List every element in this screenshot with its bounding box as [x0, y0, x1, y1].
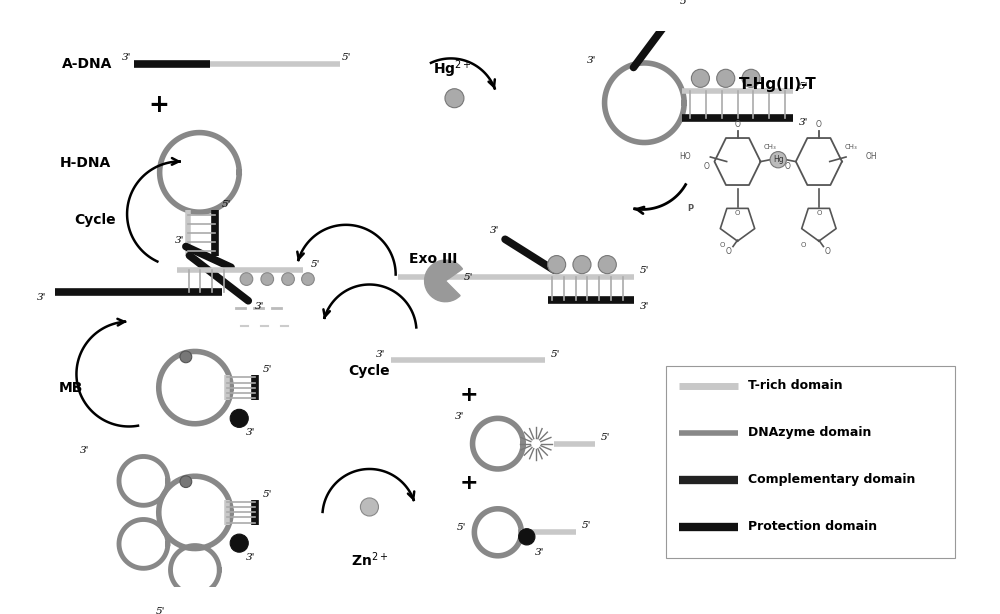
- Text: DNAzyme domain: DNAzyme domain: [748, 426, 872, 439]
- Text: Cycle: Cycle: [349, 364, 390, 378]
- Text: 3': 3': [246, 429, 256, 437]
- Circle shape: [598, 255, 616, 274]
- Text: 5': 5': [640, 266, 649, 276]
- Text: 5': 5': [799, 82, 808, 91]
- Circle shape: [230, 410, 248, 427]
- Circle shape: [230, 534, 248, 552]
- Text: +: +: [460, 473, 478, 492]
- Text: Zn$^{2+}$: Zn$^{2+}$: [351, 550, 388, 569]
- Text: Hg$^{2+}$: Hg$^{2+}$: [433, 58, 472, 80]
- Text: O: O: [719, 242, 725, 248]
- Text: CH₃: CH₃: [845, 144, 857, 150]
- Text: 5': 5': [263, 490, 272, 499]
- Text: O: O: [816, 120, 822, 129]
- Text: CH₃: CH₃: [763, 144, 776, 150]
- Text: O: O: [735, 120, 740, 129]
- Circle shape: [573, 255, 591, 274]
- Text: 3': 3': [122, 53, 132, 62]
- Circle shape: [445, 89, 464, 107]
- Text: 3': 3': [535, 548, 544, 557]
- Circle shape: [180, 476, 192, 488]
- Circle shape: [691, 69, 709, 87]
- Text: 3': 3': [80, 446, 89, 456]
- Text: 3': 3': [640, 301, 649, 311]
- Text: 5': 5': [263, 365, 272, 374]
- Text: OH: OH: [866, 152, 878, 161]
- Text: 5': 5': [601, 433, 610, 442]
- Text: A-DNA: A-DNA: [62, 57, 112, 71]
- Circle shape: [360, 498, 378, 516]
- Text: 3': 3': [455, 412, 465, 421]
- Circle shape: [548, 255, 566, 274]
- Text: P: P: [687, 204, 694, 213]
- Circle shape: [742, 69, 760, 87]
- Text: HO: HO: [679, 152, 690, 161]
- Text: 5': 5': [464, 273, 474, 282]
- Circle shape: [282, 273, 294, 286]
- Text: Protection domain: Protection domain: [748, 521, 877, 534]
- Text: O: O: [825, 247, 831, 257]
- Text: MB: MB: [59, 381, 83, 395]
- Text: O: O: [801, 242, 806, 248]
- Circle shape: [717, 69, 735, 87]
- Text: 5': 5': [310, 260, 320, 269]
- Text: 3': 3': [489, 226, 499, 235]
- Text: 3': 3': [175, 236, 184, 245]
- Text: Hg: Hg: [773, 155, 784, 164]
- Text: H-DNA: H-DNA: [59, 157, 111, 170]
- Circle shape: [770, 152, 786, 168]
- Wedge shape: [425, 260, 462, 301]
- Text: O: O: [703, 162, 709, 171]
- Text: 3': 3': [255, 301, 265, 311]
- Text: O: O: [785, 162, 790, 171]
- Text: +: +: [460, 385, 478, 405]
- Text: O: O: [816, 210, 822, 216]
- Text: T-Hg(II)-T: T-Hg(II)-T: [739, 77, 817, 92]
- Circle shape: [261, 273, 274, 286]
- Text: O: O: [726, 247, 731, 257]
- Text: Complementary domain: Complementary domain: [748, 473, 916, 486]
- Text: Cycle: Cycle: [75, 213, 116, 227]
- Text: 5': 5': [679, 0, 689, 6]
- Text: 5': 5': [342, 53, 352, 62]
- Text: T-rich domain: T-rich domain: [748, 379, 843, 392]
- Text: 3': 3': [246, 553, 256, 562]
- Text: +: +: [148, 93, 169, 117]
- Circle shape: [519, 529, 535, 545]
- Text: Exo III: Exo III: [409, 252, 457, 266]
- Text: 3': 3': [376, 349, 385, 359]
- Circle shape: [240, 273, 253, 286]
- Text: O: O: [735, 210, 740, 216]
- Text: 5': 5': [222, 200, 231, 209]
- Text: 3': 3': [587, 56, 597, 64]
- Circle shape: [180, 351, 192, 363]
- Text: 5': 5': [457, 523, 466, 532]
- Circle shape: [302, 273, 314, 286]
- Text: 5': 5': [156, 607, 165, 614]
- Text: 3': 3': [36, 293, 46, 301]
- Text: 5': 5': [551, 349, 560, 359]
- Text: 5': 5': [582, 521, 591, 530]
- Text: 3': 3': [799, 118, 808, 127]
